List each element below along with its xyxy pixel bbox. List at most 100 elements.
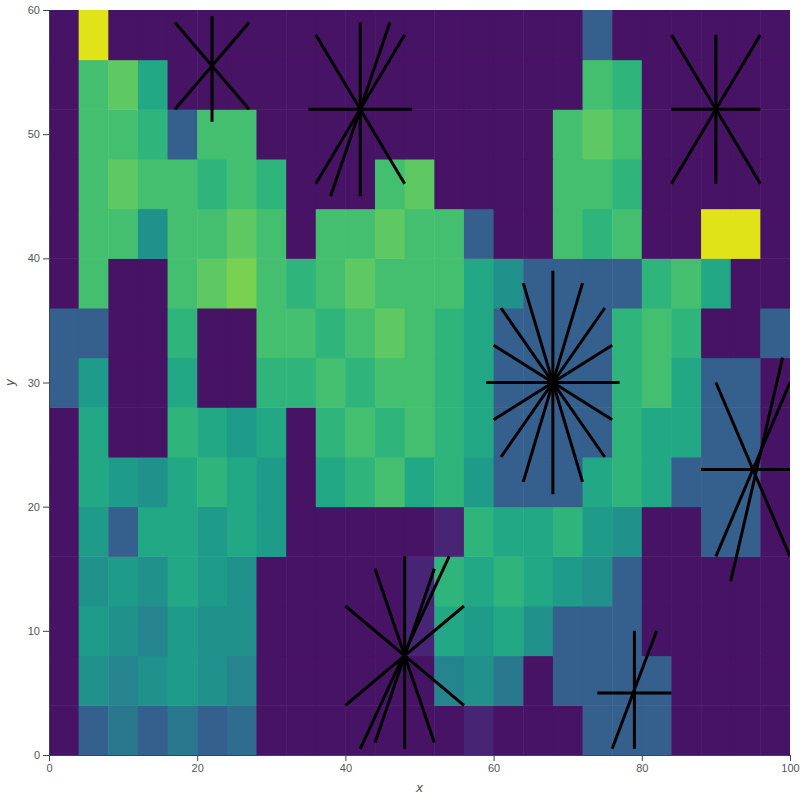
heat-cell xyxy=(197,656,227,706)
heat-cell xyxy=(434,209,464,259)
heat-cell xyxy=(553,656,583,706)
heat-cell xyxy=(168,209,198,259)
heat-cell xyxy=(79,10,109,60)
heat-cell xyxy=(227,705,257,755)
segment xyxy=(671,35,760,184)
y-tick-label: 60 xyxy=(28,4,40,16)
heat-cell xyxy=(434,109,464,159)
heat-cell xyxy=(256,258,286,308)
heat-cell xyxy=(671,10,701,60)
heat-cell xyxy=(197,159,227,209)
heat-cell xyxy=(731,358,761,408)
heat-cell xyxy=(671,358,701,408)
heat-cell xyxy=(286,457,316,507)
y-tick-mark xyxy=(43,507,49,508)
heat-cell xyxy=(434,308,464,358)
heat-cell xyxy=(405,209,435,259)
heat-cell xyxy=(256,606,286,656)
y-tick: 60 xyxy=(28,4,49,16)
y-tick-mark xyxy=(43,383,49,384)
heat-cell xyxy=(286,705,316,755)
segments xyxy=(175,16,790,749)
heat-cell xyxy=(227,10,257,60)
heat-cell xyxy=(227,457,257,507)
heat-cell xyxy=(375,358,405,408)
cells xyxy=(49,10,790,755)
heat-cell xyxy=(79,109,109,159)
heat-cell xyxy=(701,705,731,755)
x-tick: 100 xyxy=(781,755,799,774)
heat-cell xyxy=(227,606,257,656)
heat-cell xyxy=(671,457,701,507)
heat-cell xyxy=(49,556,79,606)
heat-cell xyxy=(671,507,701,557)
x-tick: 60 xyxy=(488,755,500,774)
heat-cell xyxy=(671,308,701,358)
y-tick-label: 50 xyxy=(28,128,40,140)
y-axis-line xyxy=(49,11,50,756)
heat-cell xyxy=(168,656,198,706)
heat-cell xyxy=(583,209,613,259)
heat-cell xyxy=(138,308,168,358)
heat-cell xyxy=(108,60,138,110)
heat-cell xyxy=(197,705,227,755)
heat-cell xyxy=(612,258,642,308)
heat-cell xyxy=(464,606,494,656)
heat-cell xyxy=(138,109,168,159)
heat-cell xyxy=(642,407,672,457)
heat-cell xyxy=(523,507,553,557)
heat-cell xyxy=(316,60,346,110)
heat-cell xyxy=(108,209,138,259)
x-tick: 80 xyxy=(636,755,648,774)
heat-cell xyxy=(760,60,790,110)
segment xyxy=(175,22,249,109)
heat-cell xyxy=(612,457,642,507)
heat-cell xyxy=(405,258,435,308)
heat-cell xyxy=(108,457,138,507)
heat-cell xyxy=(49,10,79,60)
heat-cell xyxy=(553,606,583,656)
x-tick-label: 80 xyxy=(636,762,648,774)
heat-cell xyxy=(494,109,524,159)
heat-cell xyxy=(227,556,257,606)
heat-cell xyxy=(612,507,642,557)
y-tick-mark xyxy=(43,10,49,11)
heat-cell xyxy=(345,457,375,507)
heat-cell xyxy=(583,556,613,606)
heat-cell xyxy=(286,358,316,408)
heat-cell xyxy=(553,556,583,606)
heat-cell xyxy=(642,705,672,755)
heat-cell xyxy=(316,258,346,308)
heat-cell xyxy=(494,60,524,110)
heat-cell xyxy=(434,60,464,110)
heat-cell xyxy=(760,606,790,656)
heat-cell xyxy=(256,308,286,358)
heat-cell xyxy=(286,60,316,110)
heat-cell xyxy=(227,656,257,706)
heat-cell xyxy=(316,10,346,60)
segment xyxy=(375,569,434,743)
heat-cell xyxy=(494,705,524,755)
heat-cell xyxy=(49,60,79,110)
heat-cell xyxy=(79,258,109,308)
heat-cell xyxy=(286,606,316,656)
heat-cell xyxy=(316,507,346,557)
heat-cell xyxy=(197,407,227,457)
heat-cell xyxy=(345,258,375,308)
heat-cell xyxy=(731,109,761,159)
heat-cell xyxy=(731,159,761,209)
heat-cell xyxy=(345,556,375,606)
y-tick: 20 xyxy=(28,501,49,513)
heat-cell xyxy=(138,507,168,557)
heat-cell xyxy=(256,507,286,557)
heat-cell xyxy=(464,705,494,755)
heat-cell xyxy=(108,159,138,209)
heat-cell xyxy=(345,358,375,408)
heat-cell xyxy=(197,209,227,259)
heat-cell xyxy=(138,705,168,755)
x-tick: 0 xyxy=(46,755,52,774)
heat-cell xyxy=(345,407,375,457)
heat-cell xyxy=(494,507,524,557)
y-tick-mark xyxy=(43,258,49,259)
heat-cell xyxy=(434,258,464,308)
